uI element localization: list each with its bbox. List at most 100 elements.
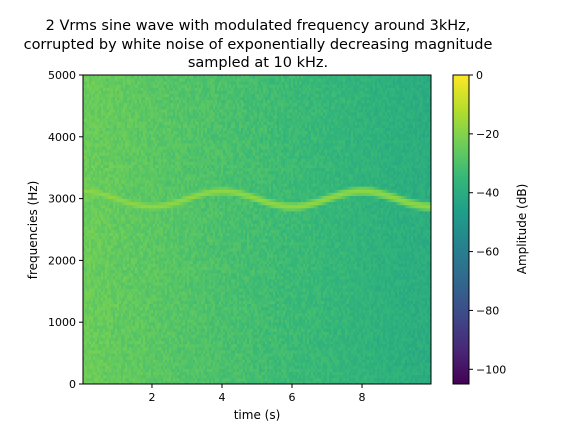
heatmap-cell [177,288,180,292]
heatmap-cell [149,362,152,366]
heatmap-cell [93,229,96,233]
heatmap-cell [149,139,152,144]
heatmap-cell [95,353,98,357]
heatmap-cell [129,257,132,261]
heatmap-cell [145,201,148,206]
heatmap-cell [117,93,120,98]
heatmap-cell [87,195,90,199]
heatmap-cell [165,192,168,196]
heatmap-cell [133,309,136,314]
heatmap-cell [175,285,178,289]
heatmap-cell [173,319,176,323]
heatmap-cell [137,285,140,289]
heatmap-cell [119,238,122,243]
heatmap-cell [135,251,138,255]
heatmap-cell [107,325,110,329]
heatmap-cell [93,359,96,363]
heatmap-cell [177,217,180,221]
heatmap-cell [143,316,146,320]
heatmap-cell [91,198,94,203]
heatmap-cell [103,112,106,116]
heatmap-cell [149,105,152,110]
heatmap-cell [107,257,110,261]
heatmap-cell [117,158,120,162]
heatmap-cell [147,90,150,94]
heatmap-cell [149,90,152,94]
heatmap-cell [161,362,164,366]
heatmap-cell [163,359,166,363]
heatmap-cell [87,96,90,101]
heatmap-cell [105,139,108,144]
heatmap-cell [173,248,176,252]
heatmap-cell [123,371,126,376]
heatmap-cell [89,272,92,277]
heatmap-cell [107,207,110,212]
heatmap-cell [131,189,134,193]
heatmap-cell [117,115,120,119]
heatmap-cell [105,232,108,237]
heatmap-cell [135,217,138,221]
heatmap-cell [117,130,120,135]
heatmap-cell [137,136,140,141]
heatmap-cell [111,78,114,82]
heatmap-cell [131,300,134,305]
heatmap-cell [133,319,136,323]
heatmap-cell [159,316,162,320]
heatmap-cell [151,78,154,82]
heatmap-cell [157,359,160,363]
heatmap-cell [167,325,170,329]
heatmap-cell [127,272,130,277]
heatmap-cell [91,180,94,184]
heatmap-cell [167,312,170,317]
heatmap-cell [127,229,130,233]
heatmap-cell [167,334,170,339]
heatmap-cell [151,319,154,323]
heatmap-cell [83,201,86,206]
heatmap-cell [157,294,160,298]
heatmap-cell [97,214,100,218]
heatmap-cell [123,121,126,125]
heatmap-cell [151,84,154,88]
heatmap-cell [143,217,146,221]
heatmap-cell [131,108,134,113]
heatmap-cell [107,155,110,159]
heatmap-cell [107,337,110,342]
heatmap-cell [161,337,164,342]
heatmap-cell [129,266,132,271]
heatmap-cell [149,325,152,329]
heatmap-cell [139,278,142,283]
heatmap-cell [105,136,108,141]
heatmap-cell [103,217,106,221]
heatmap-cell [117,105,120,110]
heatmap-cell [83,356,86,360]
heatmap-cell [119,282,122,286]
heatmap-cell [83,312,86,317]
heatmap-cell [85,81,88,85]
heatmap-cell [103,235,106,240]
heatmap-cell [103,300,106,305]
heatmap-cell [87,112,90,116]
heatmap-cell [103,248,106,252]
heatmap-cell [113,146,116,150]
heatmap-cell [151,380,154,385]
heatmap-cell [133,337,136,342]
heatmap-cell [107,275,110,280]
heatmap-cell [151,285,154,289]
heatmap-cell [113,198,116,203]
heatmap-cell [117,183,120,187]
heatmap-cell [173,343,176,348]
heatmap-cell [173,90,176,94]
heatmap-cell [157,210,160,215]
heatmap-cell [93,170,96,175]
heatmap-cell [103,319,106,323]
heatmap-cell [153,81,156,85]
heatmap-cell [155,112,158,116]
heatmap-cell [97,217,100,221]
heatmap-cell [153,217,156,221]
heatmap-cell [87,81,90,85]
heatmap-cell [119,146,122,150]
heatmap-cell [169,201,172,206]
heatmap-cell [121,312,124,317]
heatmap-cell [173,170,176,175]
heatmap-cell [175,183,178,187]
